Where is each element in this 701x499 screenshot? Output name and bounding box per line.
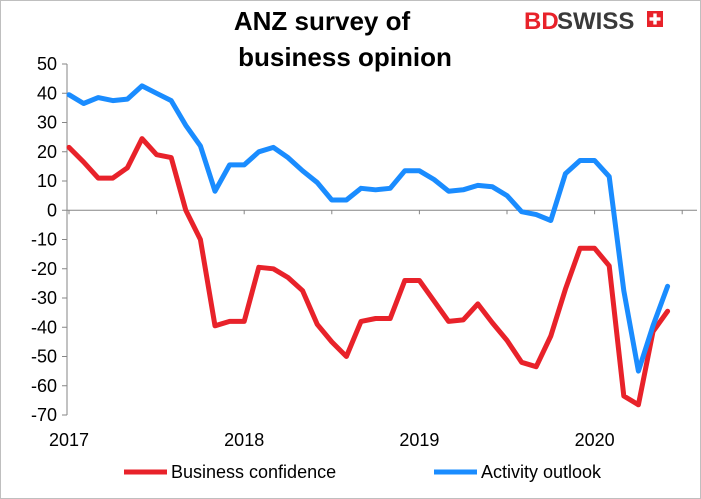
y-tick-label: -30: [31, 288, 57, 308]
y-tick-label: 20: [37, 142, 57, 162]
y-tick-label: -70: [31, 405, 57, 425]
y-tick-label: -60: [31, 376, 57, 396]
series-line-business-confidence: [66, 136, 671, 408]
x-tick-label: 2019: [399, 430, 439, 450]
y-tick-label: 50: [37, 54, 57, 74]
swiss-cross-icon: [647, 11, 663, 27]
x-tick-label: 2020: [575, 430, 615, 450]
chart-title-line-1: ANZ survey of: [234, 6, 411, 36]
brand-logo-bd: BD: [524, 8, 559, 35]
brand-logo-swiss: SWISS: [557, 8, 634, 35]
y-tick-label: 0: [47, 200, 57, 220]
axes: 50 40 30 20 10 0 -10 -20 -30 -40 -50 -60 -70 2017 2018…: [31, 54, 697, 450]
y-tick-label: 10: [37, 171, 57, 191]
y-tick-label: 40: [37, 83, 57, 103]
series-line-activity-outlook: [66, 83, 671, 374]
legend-label-business-confidence: Business confidence: [171, 462, 336, 482]
y-tick-label: -20: [31, 259, 57, 279]
legend-label-activity-outlook: Activity outlook: [481, 462, 602, 482]
y-tick-label: -10: [31, 230, 57, 250]
y-tick-label: -40: [31, 317, 57, 337]
brand-logo: BD SWISS: [524, 8, 663, 35]
x-tick-label: 2017: [49, 430, 89, 450]
series-layer: [66, 83, 671, 408]
y-tick-label: 30: [37, 113, 57, 133]
legend: Business confidence Activity outlook: [124, 462, 602, 482]
x-tick-label: 2018: [224, 430, 264, 450]
chart-title-line-2: business opinion: [238, 42, 452, 72]
y-tick-label: -50: [31, 347, 57, 367]
